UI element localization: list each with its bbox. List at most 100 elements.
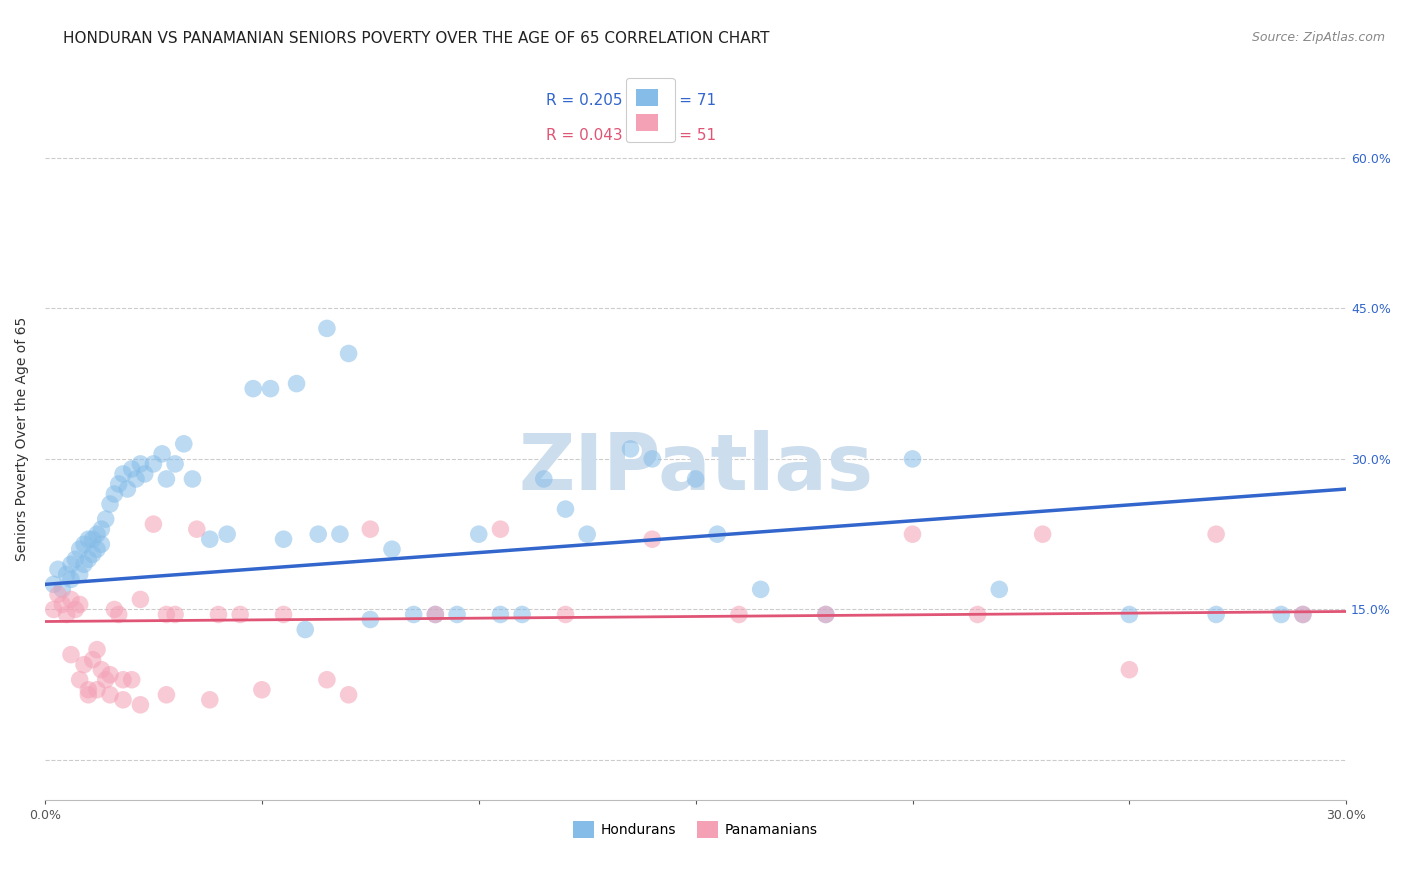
Point bbox=[77, 682, 100, 697]
Point bbox=[112, 467, 135, 481]
Point bbox=[329, 527, 352, 541]
Point bbox=[59, 592, 82, 607]
Point bbox=[273, 532, 295, 546]
Point bbox=[134, 467, 156, 481]
Point bbox=[446, 607, 468, 622]
Point bbox=[402, 607, 425, 622]
Point bbox=[86, 542, 108, 557]
Point bbox=[98, 667, 121, 681]
Point bbox=[186, 522, 208, 536]
Point bbox=[69, 567, 91, 582]
Point bbox=[359, 613, 381, 627]
Point bbox=[165, 607, 187, 622]
Point bbox=[814, 607, 837, 622]
Point bbox=[77, 688, 100, 702]
Point bbox=[250, 682, 273, 697]
Point bbox=[86, 682, 108, 697]
Point bbox=[1270, 607, 1292, 622]
Point bbox=[112, 673, 135, 687]
Point bbox=[155, 607, 177, 622]
Point bbox=[381, 542, 404, 557]
Point bbox=[988, 582, 1011, 597]
Point bbox=[46, 587, 69, 601]
Point bbox=[129, 592, 152, 607]
Point bbox=[129, 457, 152, 471]
Point bbox=[198, 693, 221, 707]
Point bbox=[150, 447, 173, 461]
Point bbox=[82, 532, 104, 546]
Point bbox=[155, 688, 177, 702]
Point bbox=[337, 346, 360, 360]
Point bbox=[901, 451, 924, 466]
Point bbox=[1292, 607, 1315, 622]
Point bbox=[103, 487, 125, 501]
Point bbox=[59, 572, 82, 586]
Point bbox=[1205, 527, 1227, 541]
Point bbox=[165, 457, 187, 471]
Point bbox=[901, 527, 924, 541]
Point bbox=[107, 477, 129, 491]
Point bbox=[82, 547, 104, 561]
Point bbox=[510, 607, 533, 622]
Point bbox=[42, 577, 65, 591]
Point bbox=[86, 527, 108, 541]
Point bbox=[641, 532, 664, 546]
Point bbox=[65, 602, 87, 616]
Point bbox=[94, 512, 117, 526]
Point bbox=[1118, 663, 1140, 677]
Text: HONDURAN VS PANAMANIAN SENIORS POVERTY OVER THE AGE OF 65 CORRELATION CHART: HONDURAN VS PANAMANIAN SENIORS POVERTY O… bbox=[63, 31, 769, 46]
Point bbox=[576, 527, 599, 541]
Point bbox=[198, 532, 221, 546]
Point bbox=[1118, 607, 1140, 622]
Point bbox=[814, 607, 837, 622]
Point bbox=[98, 688, 121, 702]
Point bbox=[316, 321, 339, 335]
Point bbox=[77, 532, 100, 546]
Point bbox=[46, 562, 69, 576]
Point bbox=[69, 542, 91, 557]
Point bbox=[55, 567, 77, 582]
Point bbox=[685, 472, 707, 486]
Point bbox=[69, 673, 91, 687]
Point bbox=[533, 472, 555, 486]
Point bbox=[98, 497, 121, 511]
Point bbox=[425, 607, 447, 622]
Point bbox=[337, 688, 360, 702]
Point bbox=[173, 437, 195, 451]
Point bbox=[90, 522, 112, 536]
Point bbox=[706, 527, 728, 541]
Point bbox=[82, 653, 104, 667]
Point bbox=[42, 602, 65, 616]
Point bbox=[94, 673, 117, 687]
Point bbox=[181, 472, 204, 486]
Point bbox=[217, 527, 239, 541]
Point bbox=[554, 502, 576, 516]
Point bbox=[103, 602, 125, 616]
Point bbox=[1032, 527, 1054, 541]
Point bbox=[749, 582, 772, 597]
Point bbox=[425, 607, 447, 622]
Point bbox=[307, 527, 329, 541]
Point bbox=[489, 607, 512, 622]
Point bbox=[121, 462, 143, 476]
Point bbox=[1205, 607, 1227, 622]
Point bbox=[359, 522, 381, 536]
Legend: Hondurans, Panamanians: Hondurans, Panamanians bbox=[568, 816, 824, 844]
Text: N = 71: N = 71 bbox=[664, 93, 716, 108]
Point bbox=[155, 472, 177, 486]
Point bbox=[51, 598, 73, 612]
Point bbox=[207, 607, 229, 622]
Point bbox=[619, 442, 641, 456]
Point bbox=[641, 451, 664, 466]
Point bbox=[125, 472, 148, 486]
Point bbox=[142, 457, 165, 471]
Point bbox=[285, 376, 308, 391]
Point bbox=[489, 522, 512, 536]
Point bbox=[112, 693, 135, 707]
Point bbox=[73, 657, 96, 672]
Point bbox=[121, 673, 143, 687]
Point bbox=[259, 382, 281, 396]
Point bbox=[316, 673, 339, 687]
Point bbox=[467, 527, 489, 541]
Point bbox=[229, 607, 252, 622]
